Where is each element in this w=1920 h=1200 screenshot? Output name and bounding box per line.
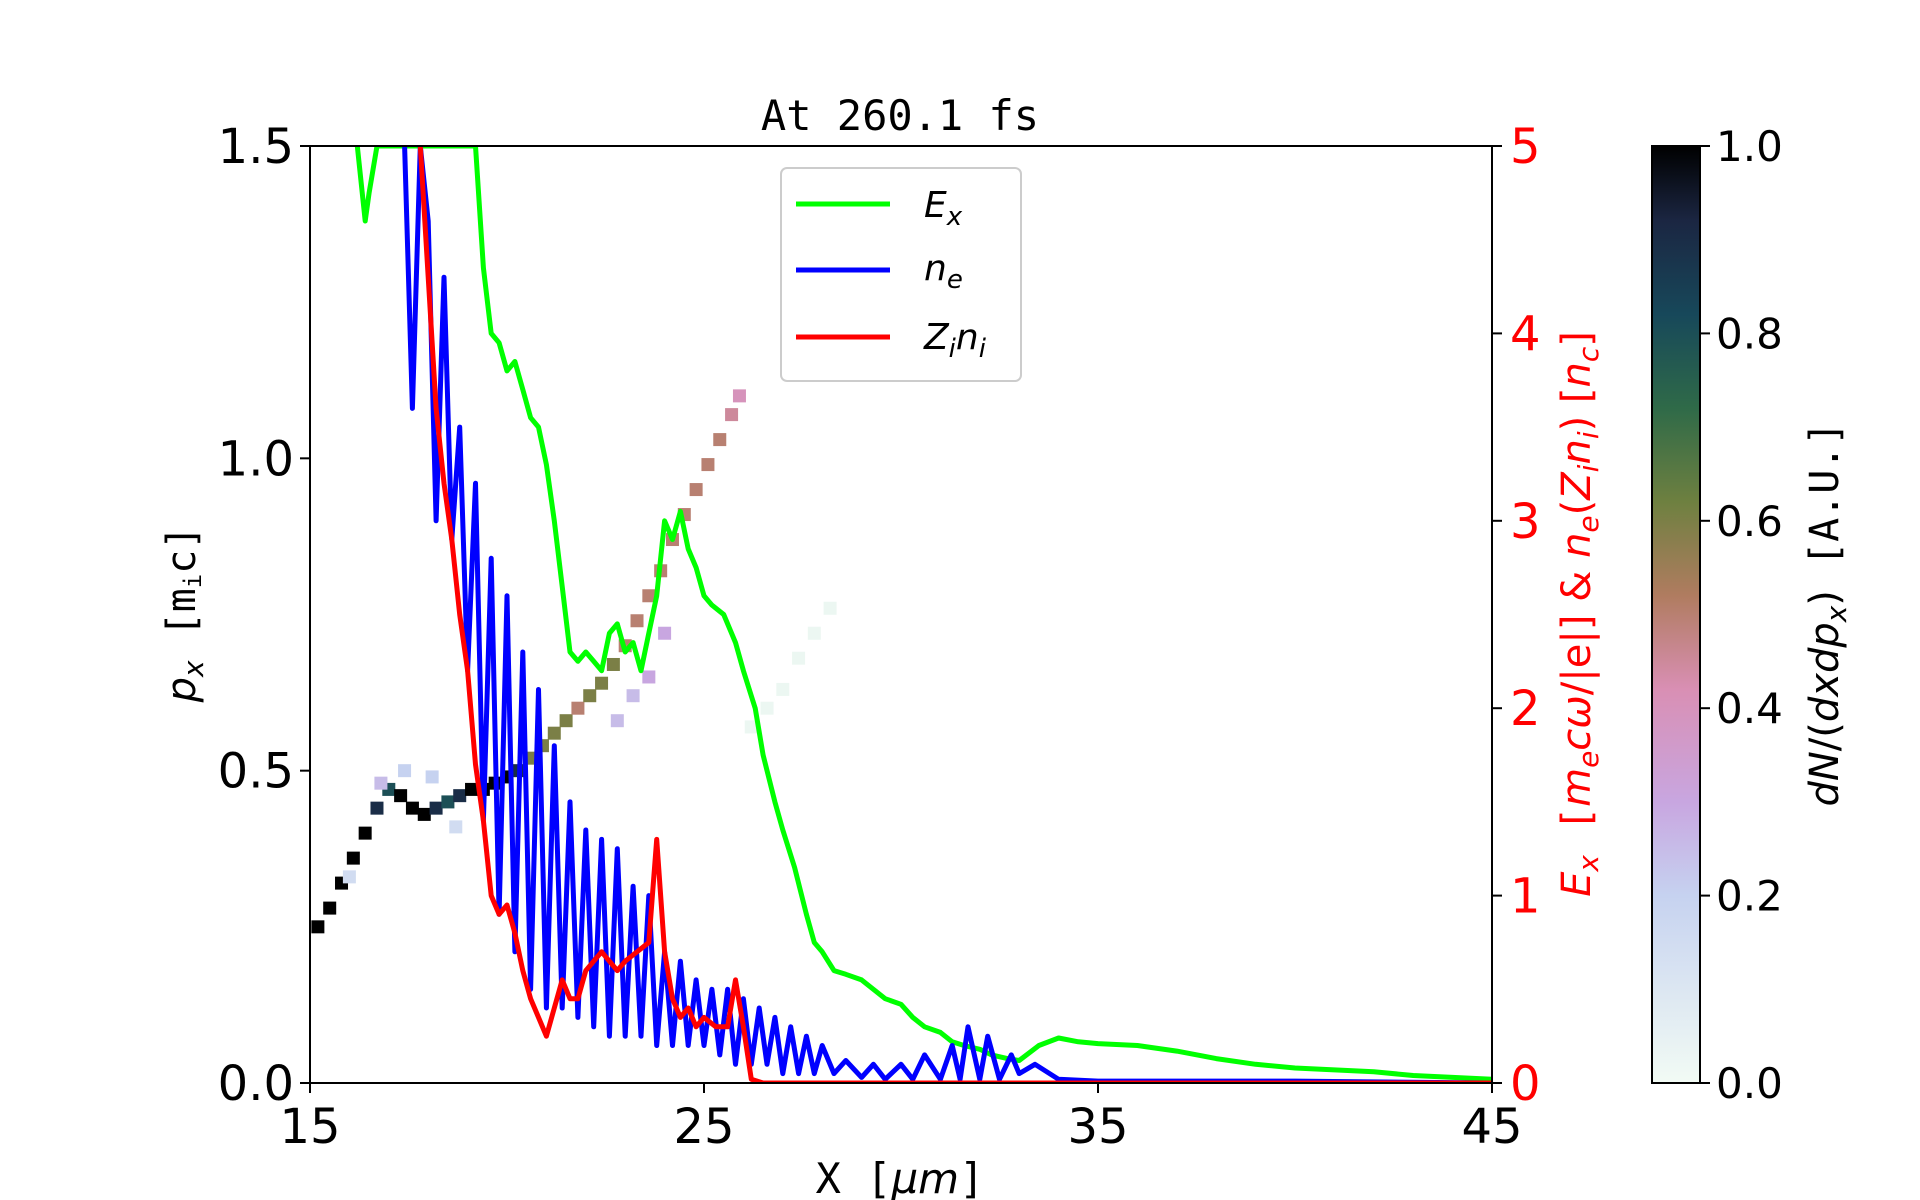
colorbar: 0.0 0.2 0.4 0.6 0.8 1.0 dN/(dxdpx) [A.U.] (1651, 122, 1853, 1108)
legend-label-zini: Zini (923, 317, 987, 364)
y-tick-label: 1.5 (218, 119, 294, 175)
heatmap-cell (626, 689, 640, 703)
heatmap-cell (374, 776, 388, 790)
heatmap-cell (547, 726, 561, 740)
heatmap-cell (425, 770, 439, 784)
x-tick-label: 45 (1461, 1099, 1522, 1155)
y-axis-label: px [mic] (159, 526, 210, 704)
heatmap-cell (370, 801, 384, 815)
y2-tick-label: 3 (1510, 494, 1541, 550)
heatmap-cell (732, 389, 746, 403)
colorbar-tick-label: 0.8 (1716, 309, 1783, 358)
heatmap-cell (571, 701, 585, 715)
y2-tick-label: 4 (1510, 306, 1541, 362)
heatmap-cell (417, 807, 431, 821)
heatmap-cell-faint (744, 720, 758, 734)
y-axis-ticks: 0.0 0.5 1.0 1.5 (218, 119, 310, 1112)
heatmap-cell (583, 689, 597, 703)
y2-tick-label: 5 (1510, 119, 1541, 175)
heatmap-cell (441, 795, 455, 809)
heatmap-cell (689, 483, 703, 497)
series-ne-line (402, 146, 1492, 1083)
heatmap-cell (595, 676, 609, 690)
heatmap-cell (394, 789, 408, 803)
x-axis-ticks: 15 25 35 45 (279, 1083, 1523, 1155)
chart-title: At 260.1 fs (761, 91, 1039, 140)
heatmap-cell (358, 826, 372, 840)
series-zini-line (417, 146, 1492, 1083)
legend-box (780, 167, 1022, 382)
heatmap-cell (453, 789, 467, 803)
series-ex-line (354, 146, 1492, 1082)
heatmap-cell (610, 714, 624, 728)
y2-tick-label: 1 (1510, 869, 1541, 925)
heatmap-cell-faint (823, 601, 837, 615)
heatmap-cell (465, 782, 479, 796)
heatmap-cell (642, 670, 656, 684)
heatmap-cell (559, 714, 573, 728)
heatmap-cell (630, 614, 644, 628)
heatmap-cell (713, 433, 727, 447)
colorbar-tick-label: 0.2 (1716, 872, 1783, 921)
heatmap-cell (642, 589, 656, 603)
y2-axis-label: Ex [mecω/|e|] & ne(Zini) [nc] (1554, 331, 1605, 897)
colorbar-tick-label: 1.0 (1716, 122, 1783, 171)
colorbar-gradient (1651, 145, 1701, 1084)
y-tick-label: 0.5 (218, 744, 294, 800)
heatmap-cell (606, 657, 620, 671)
colorbar-label: dN/(dxdpx) [A.U.] (1802, 421, 1853, 806)
x-tick-label: 15 (279, 1099, 340, 1155)
x-tick-label: 25 (673, 1099, 734, 1155)
x-axis-label: X [μm] (816, 1154, 985, 1200)
y2-tick-label: 0 (1510, 1056, 1541, 1112)
heatmap-cell-faint (776, 682, 790, 696)
heatmap-cell (429, 801, 443, 815)
colorbar-tick-label: 0.0 (1716, 1059, 1783, 1108)
phase-space-heatmap (311, 389, 837, 934)
colorbar-tick-label: 0.4 (1716, 684, 1783, 733)
heatmap-cell-faint (807, 626, 821, 640)
heatmap-cell (449, 820, 463, 834)
x-tick-label: 35 (1067, 1099, 1128, 1155)
colorbar-ticks: 0.0 0.2 0.4 0.6 0.8 1.0 (1700, 122, 1783, 1108)
heatmap-cell (398, 764, 412, 778)
plot-frame (309, 145, 1493, 1084)
heatmap-cell-faint (792, 651, 806, 665)
y2-axis-ticks: 0 1 2 3 4 5 (1492, 119, 1541, 1112)
y2-tick-label: 2 (1510, 681, 1541, 737)
legend-label-ex: Ex (924, 185, 963, 232)
plot-lines (354, 146, 1492, 1083)
heatmap-cell (658, 626, 672, 640)
heatmap-cell (346, 851, 360, 865)
heatmap-cell (725, 408, 739, 422)
legend-label-ne: ne (924, 248, 963, 295)
colorbar-tick-label: 0.6 (1716, 497, 1783, 546)
heatmap-cell (311, 920, 325, 934)
legend: Ex ne Zini (780, 167, 1022, 382)
y-tick-label: 1.0 (218, 431, 294, 487)
heatmap-cell-faint (760, 701, 774, 715)
heatmap-cell (323, 901, 337, 915)
heatmap-cell (405, 801, 419, 815)
heatmap-cell (701, 458, 715, 472)
y-tick-label: 0.0 (218, 1056, 294, 1112)
heatmap-cell (342, 870, 356, 884)
